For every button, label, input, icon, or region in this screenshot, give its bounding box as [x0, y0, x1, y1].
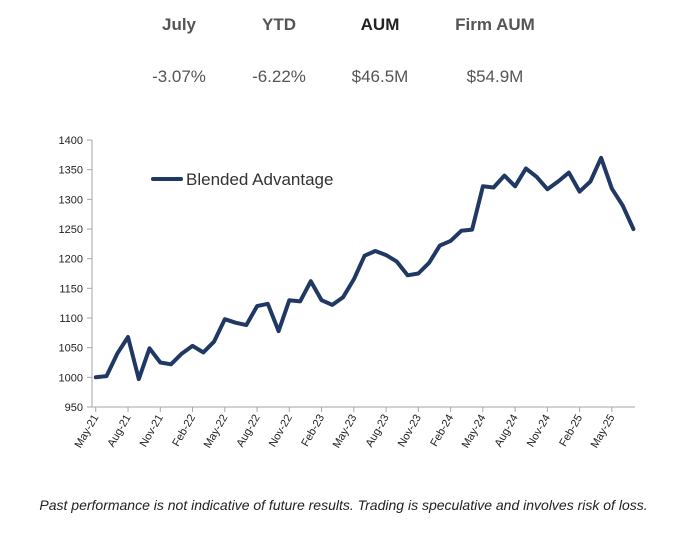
stat-value: -6.22% [252, 67, 306, 86]
y-axis: 950 1000 1050 1100 1150 1200 1250 1300 1350 1400 [59, 135, 93, 414]
y-tick-label: 1300 [59, 194, 83, 206]
x-tick-label: Aug-23 [364, 413, 392, 450]
x-tick-label: Feb-23 [299, 413, 327, 449]
x-tick-label: Nov-24 [525, 413, 553, 450]
stat-label: July [161, 15, 197, 34]
x-axis: May-21 Aug-21 Nov-21 Feb-22 May-22 Aug-22 Nov-… [73, 406, 635, 451]
stat-label: YTD [262, 15, 296, 34]
y-tick-label: 1350 [59, 165, 83, 177]
y-tick-label: 1000 [59, 372, 83, 384]
x-tick-label: Feb-25 [557, 413, 585, 449]
legend-label: Blended Advantage [186, 170, 333, 189]
y-tick-label: 1200 [59, 254, 83, 266]
performance-chart: 950100010501100115012001250130013501400 … [59, 135, 636, 451]
y-tick-label: 1050 [59, 343, 83, 355]
x-tick-label: May-22 [202, 413, 231, 451]
y-tick-label: 1250 [59, 224, 83, 236]
x-tick-label: May-23 [331, 413, 360, 451]
x-tick-label: May-21 [73, 413, 102, 451]
stat-label: Firm AUM [455, 15, 535, 34]
x-tick-label: Nov-21 [138, 413, 166, 450]
x-tick-label: May-24 [460, 413, 489, 451]
stat-value: $46.5M [351, 67, 409, 86]
x-tick-label: Nov-23 [396, 413, 424, 450]
performance-stats: July -3.07% YTD -6.22% AUM $46.5M Firm A… [0, 0, 687, 100]
x-tick-label: May-25 [589, 413, 618, 451]
x-tick-label: Nov-22 [267, 413, 295, 450]
x-tick-label: Aug-22 [235, 413, 263, 450]
stat-value: -3.07% [152, 67, 206, 86]
x-tick-label: Feb-22 [170, 413, 198, 449]
x-tick-label: Aug-24 [493, 413, 521, 450]
stat-label: AUM [360, 15, 400, 34]
disclaimer-footnote: Past performance is not indicative of fu… [39, 497, 648, 513]
y-tick-label: 1150 [59, 283, 83, 295]
legend: Blended Advantage [151, 170, 333, 189]
series-layer [93, 155, 636, 382]
stat-value: $54.9M [466, 67, 524, 86]
y-tick-label: 950 [65, 402, 83, 414]
y-tick-label: 1100 [59, 313, 83, 325]
y-tick-label: 1400 [59, 135, 83, 147]
series-line-blended-advantage [93, 155, 636, 382]
x-tick-label: Feb-24 [428, 413, 456, 449]
x-tick-label: Aug-21 [105, 413, 133, 450]
